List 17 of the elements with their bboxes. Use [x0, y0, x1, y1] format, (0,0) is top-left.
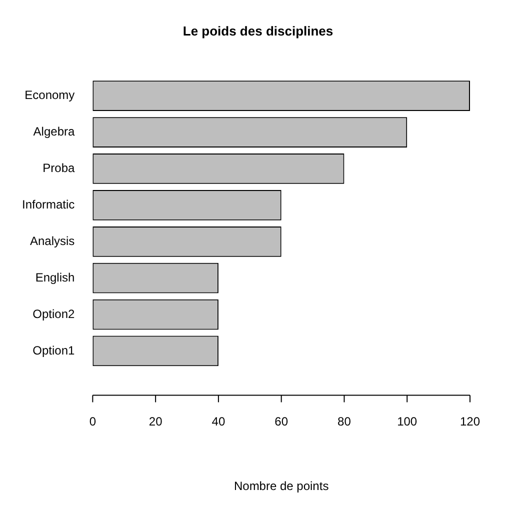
y-tick-label: English	[35, 270, 75, 284]
x-tick-label: 40	[212, 414, 226, 429]
x-tick-label: 100	[397, 414, 418, 429]
x-tick-label: 120	[460, 414, 480, 429]
y-tick-label: Proba	[42, 161, 75, 176]
x-axis-title: Nombre de points	[234, 479, 329, 494]
chart-title: Le poids des disciplines	[182, 23, 334, 38]
x-tick-label: 80	[338, 414, 352, 429]
x-tick-label: 0	[89, 414, 96, 429]
y-tick-label: Option2	[32, 306, 76, 321]
y-tick-label: Economy	[24, 88, 75, 102]
y-tick-label: Analysis	[30, 234, 75, 248]
y-tick-label: Option1	[32, 343, 76, 358]
y-tick-label: Informatic	[22, 197, 75, 212]
y-tick-label: Algebra	[33, 124, 75, 139]
x-tick-label: 60	[274, 414, 288, 429]
x-tick-label: 20	[148, 414, 163, 429]
